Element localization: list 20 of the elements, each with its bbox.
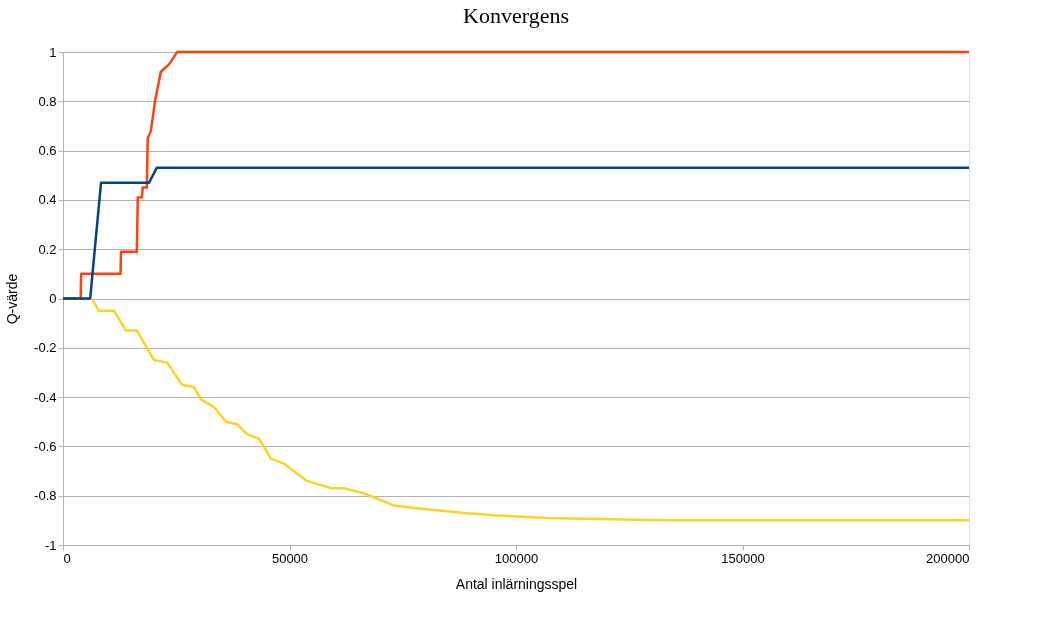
x-tick-label: 100000 [494,550,539,566]
x-axis-title: Antal inlärningsspel [455,575,578,592]
x-tick-label: 0 [63,550,71,566]
y-tick-label: -0.8 [34,488,57,504]
y-axis-title: Q-värde [4,273,21,325]
y-tick-label: -1 [44,537,57,553]
y-tick-label: 0 [49,291,57,306]
x-tick-label: 50000 [271,550,309,566]
x-tick-label: 200000 [926,550,970,566]
y-tick-label: 1 [49,44,57,60]
y-tick-label: 0.4 [38,192,57,208]
y-tick-label: 0.2 [38,241,57,257]
y-tick-label: 0.8 [38,93,57,109]
y-tick-label: -0.4 [34,389,57,405]
y-tick-label: -0.2 [34,340,57,356]
chart-title: Konvergens [463,3,569,28]
y-tick-label: 0.6 [38,143,57,159]
x-tick-label: 150000 [721,550,765,566]
y-tick-label: -0.6 [34,438,57,454]
line-series [90,297,971,522]
